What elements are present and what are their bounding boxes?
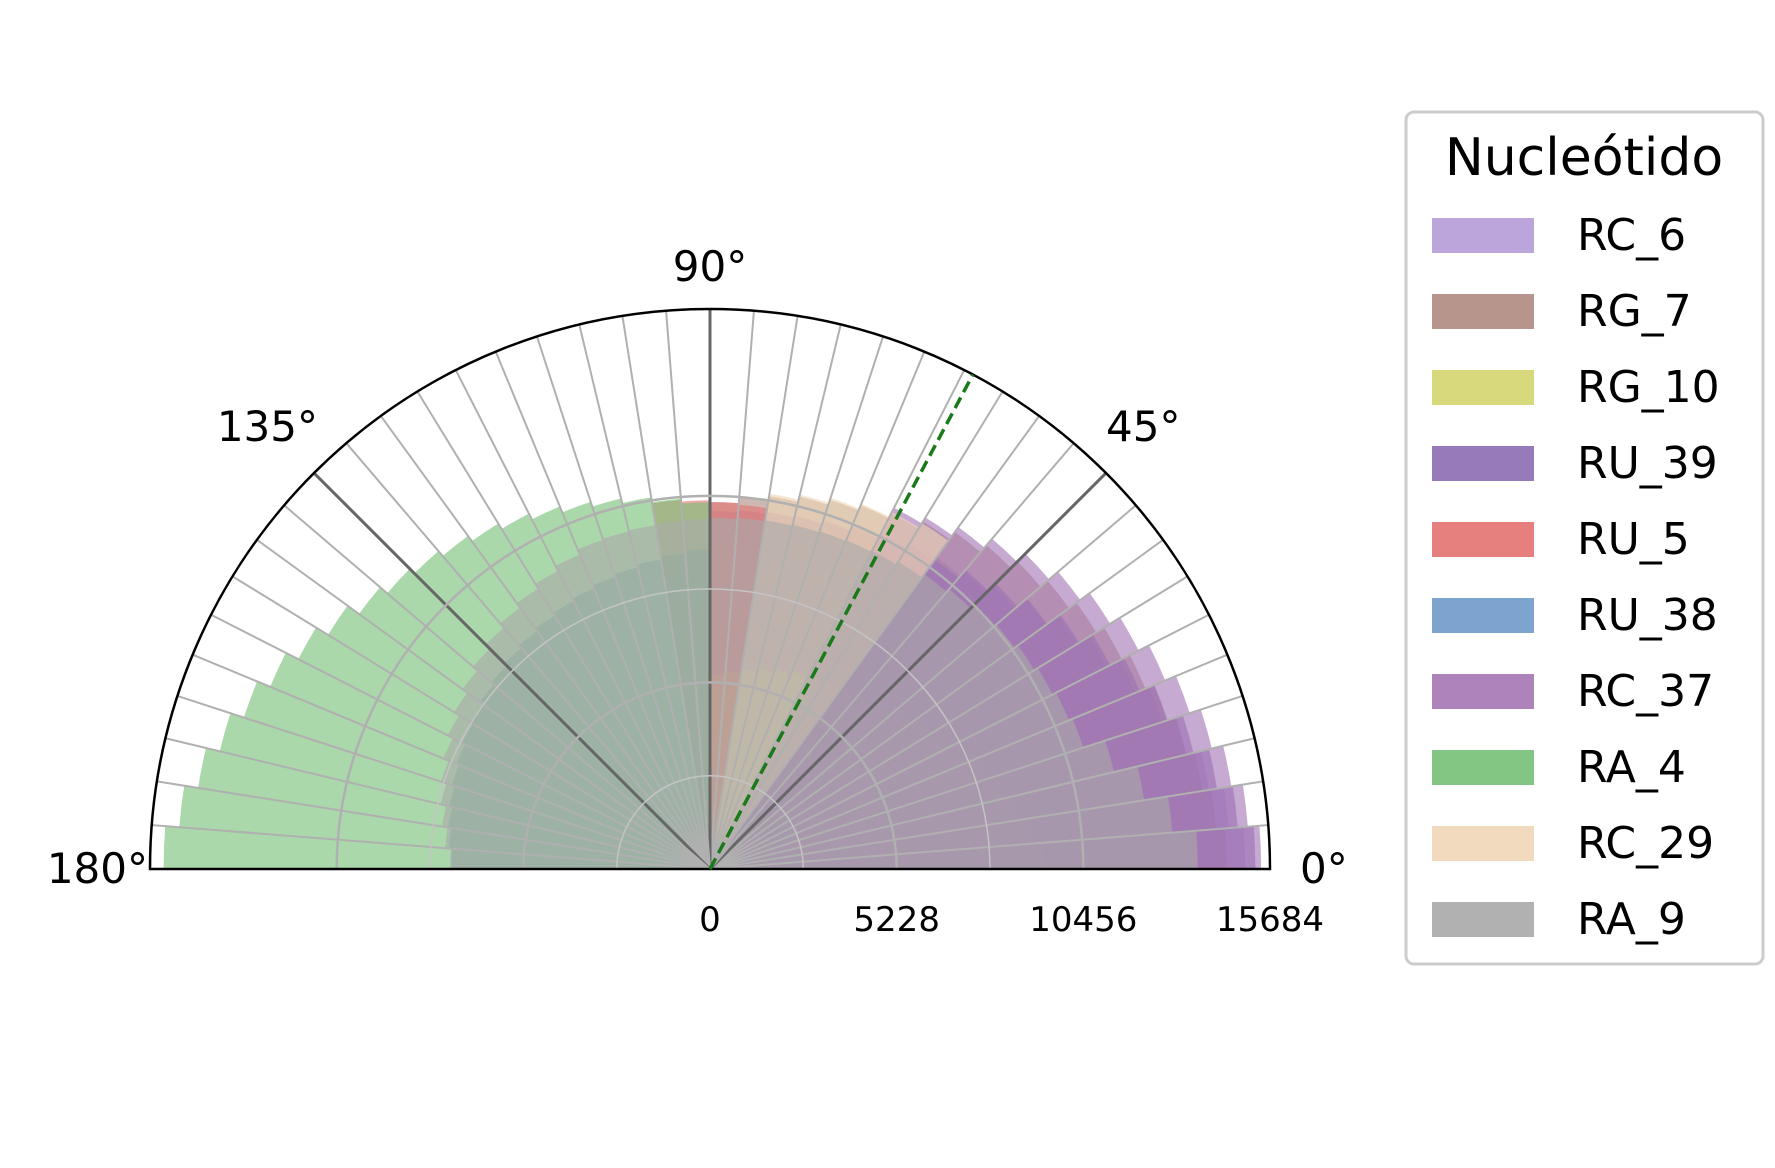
- radial-minor-gridline: [615, 775, 805, 870]
- angle-tick-label: 135°: [217, 402, 318, 451]
- bar-ra-9: [710, 574, 947, 869]
- bar-ra-9: [485, 627, 710, 869]
- angle-tick-label: 0°: [1300, 844, 1348, 893]
- bar-ra-9: [500, 607, 710, 869]
- reference-line-layer: [708, 373, 975, 870]
- reference-line: [708, 373, 975, 870]
- bar-ra-9: [710, 605, 994, 869]
- legend-swatch: [1432, 902, 1534, 937]
- legend-swatch: [1432, 370, 1534, 405]
- angle-tick-label: 90°: [673, 242, 747, 291]
- bar-ra-9: [710, 624, 1015, 869]
- radial-tick-label: 5228: [853, 900, 940, 940]
- bar-ra-9: [710, 692, 1069, 869]
- legend-swatch: [1432, 826, 1534, 861]
- bar-ra-9: [710, 718, 1084, 869]
- radial-gridline: [335, 495, 1085, 870]
- radial-tick-label: 10456: [1029, 900, 1137, 940]
- bar-ra-9: [710, 668, 1053, 869]
- bar-ra-9: [555, 554, 710, 869]
- radial-minor-gridline: [429, 588, 991, 870]
- legend-swatch: [1432, 674, 1534, 709]
- angle-tick-label: 180°: [47, 844, 148, 893]
- bar-ra-9: [473, 648, 710, 869]
- bar-ra-9: [710, 551, 897, 869]
- bar-ra-9: [710, 645, 1035, 869]
- tick-labels: 0° 45° 90° 135° 180° 0 5228 10456 15684: [47, 242, 1348, 940]
- legend-label: RA_9: [1577, 894, 1686, 945]
- legend-items: RC_6 RG_7 RG_10 RU_39 RU_5 RU_38 RC_37 RA_4 RC_2…: [1432, 210, 1720, 945]
- grid-layer: [150, 309, 1270, 871]
- polar-frame: [148, 307, 1272, 871]
- legend-label: RG_10: [1577, 362, 1720, 413]
- legend-label: RC_37: [1577, 666, 1714, 717]
- bar-ra-9: [454, 692, 710, 869]
- angle-tick-label: 45°: [1106, 402, 1180, 451]
- legend-label: RU_38: [1577, 590, 1718, 641]
- frame-layer: [148, 307, 1272, 871]
- legend-label: RG_7: [1577, 286, 1692, 337]
- radial-tick-label: 0: [699, 900, 721, 940]
- legend-label: RC_29: [1577, 818, 1714, 869]
- radial-tick-label: 15684: [1216, 900, 1324, 940]
- legend-title: Nucleótido: [1445, 128, 1723, 188]
- bar-ra-9: [462, 670, 710, 869]
- bar-ra-9: [447, 715, 710, 869]
- bar-ra-9: [535, 570, 710, 869]
- legend-label: RC_6: [1577, 210, 1686, 261]
- legend-label: RU_5: [1577, 514, 1690, 565]
- legend-swatch: [1432, 294, 1534, 329]
- legend-swatch: [1432, 522, 1534, 557]
- bar-ra-9: [710, 588, 971, 869]
- legend-label: RU_39: [1577, 438, 1718, 489]
- legend: Nucleótido RC_6RG_7RG_10RU_39RU_5RU_38RC…: [1404, 110, 1765, 966]
- legend-swatch: [1432, 446, 1534, 481]
- legend-swatch: [1432, 598, 1534, 633]
- legend-label: RA_4: [1577, 742, 1686, 793]
- legend-swatch: [1432, 750, 1534, 785]
- radial-gridline: [522, 681, 898, 870]
- bar-ra-9: [443, 737, 710, 869]
- bar-ra-9: [516, 588, 710, 869]
- bar-ra-9: [710, 540, 872, 869]
- legend-swatch: [1432, 218, 1534, 253]
